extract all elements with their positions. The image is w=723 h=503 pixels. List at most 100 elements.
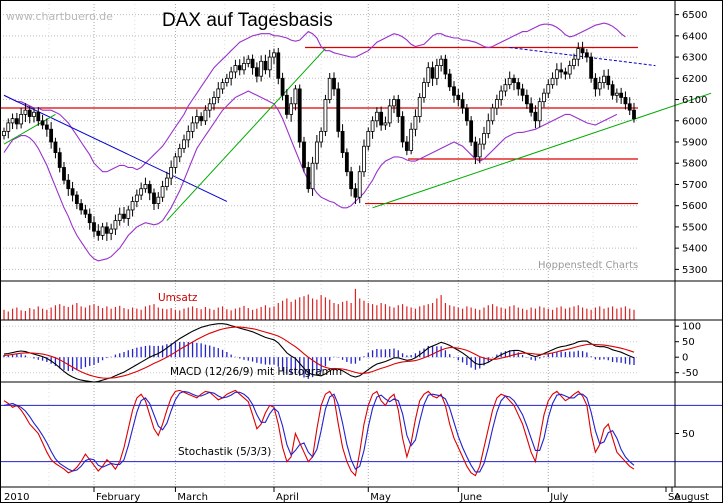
candle-body — [169, 167, 174, 179]
candle-body — [362, 145, 366, 173]
candle-body — [212, 97, 216, 105]
candle-body — [173, 156, 178, 168]
stoch-k-line — [3, 389, 635, 477]
candle-body — [409, 128, 414, 151]
candle-body — [259, 60, 264, 77]
candle-body — [126, 209, 131, 219]
price-tick-label: 5900 — [682, 138, 707, 149]
candle-body — [130, 201, 135, 211]
x-axis-label: July — [549, 492, 568, 503]
candle-body — [542, 92, 546, 103]
candle-body — [387, 105, 392, 124]
x-axis-label: March — [177, 492, 207, 503]
macd-tick-label: 0 — [682, 353, 688, 364]
candle-body — [413, 116, 418, 130]
candle-body — [482, 133, 486, 145]
bollinger-upper-band — [3, 22, 626, 173]
candle-body — [456, 94, 461, 100]
candle-body — [593, 77, 598, 90]
candle-body — [494, 99, 499, 109]
candle-body — [524, 94, 529, 105]
candle-body — [443, 58, 448, 75]
candle-body — [14, 118, 19, 125]
candle-body — [597, 82, 602, 90]
candle-body — [563, 71, 568, 75]
candle-body — [199, 116, 204, 122]
candle-body — [263, 60, 268, 71]
stoch-d-line — [3, 390, 635, 473]
candle-body — [289, 103, 294, 115]
candle-body — [606, 75, 611, 86]
candle-body — [79, 203, 84, 211]
candle-body — [516, 82, 521, 90]
candle-body — [134, 194, 139, 202]
candle-body — [503, 84, 508, 92]
candle-body — [156, 196, 161, 204]
price-tick-label: 5500 — [682, 222, 707, 233]
candle-body — [194, 116, 199, 124]
candle-body — [66, 179, 71, 190]
candle-body — [507, 77, 512, 86]
candle-body — [276, 52, 281, 79]
candle-body — [392, 99, 396, 107]
price-tick-label: 5700 — [682, 180, 707, 191]
candle-body — [57, 152, 62, 168]
candle-body — [426, 67, 431, 83]
candle-body — [182, 139, 186, 149]
candle-body — [104, 226, 109, 234]
candle-body — [139, 188, 144, 196]
chart-title: DAX auf Tagesbasis — [162, 10, 333, 31]
candle-body — [550, 77, 555, 86]
candle-body — [190, 122, 195, 132]
macd-signal-line — [3, 326, 635, 379]
candle-body — [584, 52, 589, 58]
price-tick-label: 6100 — [682, 95, 707, 106]
candle-body — [40, 120, 45, 126]
candle-body — [83, 209, 88, 215]
candle-body — [302, 141, 306, 168]
candle-body — [383, 122, 388, 126]
candle-body — [537, 101, 542, 122]
candle-body — [224, 77, 229, 83]
candle-body — [207, 103, 212, 111]
candle-body — [396, 99, 401, 117]
candle-body — [19, 114, 24, 125]
candle-body — [280, 77, 285, 96]
candle-body — [559, 69, 564, 73]
bollinger-lower-band — [3, 90, 618, 262]
candle-body — [152, 192, 156, 204]
candle-body — [439, 58, 444, 66]
candle-body — [267, 56, 272, 71]
candle-body — [477, 143, 482, 158]
candle-body — [430, 67, 435, 79]
candle-body — [49, 128, 54, 143]
candle-body — [70, 188, 75, 196]
credit-text: Hoppenstedt Charts — [538, 260, 638, 271]
candle-body — [400, 116, 405, 143]
price-tick-label: 6300 — [682, 53, 707, 64]
trendline — [372, 92, 712, 209]
candle-body — [336, 88, 341, 132]
price-tick-label: 6200 — [682, 74, 707, 85]
candle-body — [370, 120, 375, 132]
candle-body — [417, 97, 422, 117]
price-tick-label: 5300 — [682, 265, 707, 276]
candle-body — [422, 82, 426, 98]
candle-body — [619, 92, 624, 98]
candle-body — [186, 130, 191, 141]
candle-body — [220, 82, 225, 90]
candle-body — [272, 52, 276, 58]
candle-body — [310, 162, 315, 190]
candle-body — [100, 226, 105, 236]
candle-body — [357, 171, 362, 198]
candle-body — [567, 65, 572, 75]
macd-panel-label: MACD (12/26/9) mit Histogramm — [170, 366, 342, 378]
candle-body — [589, 56, 594, 79]
candle-body — [203, 109, 208, 122]
candle-body — [499, 90, 504, 100]
candle-body — [306, 167, 311, 190]
candle-body — [452, 86, 456, 96]
macd-tick-label: 50 — [682, 337, 695, 348]
stoch-tick-label: 50 — [682, 429, 695, 440]
